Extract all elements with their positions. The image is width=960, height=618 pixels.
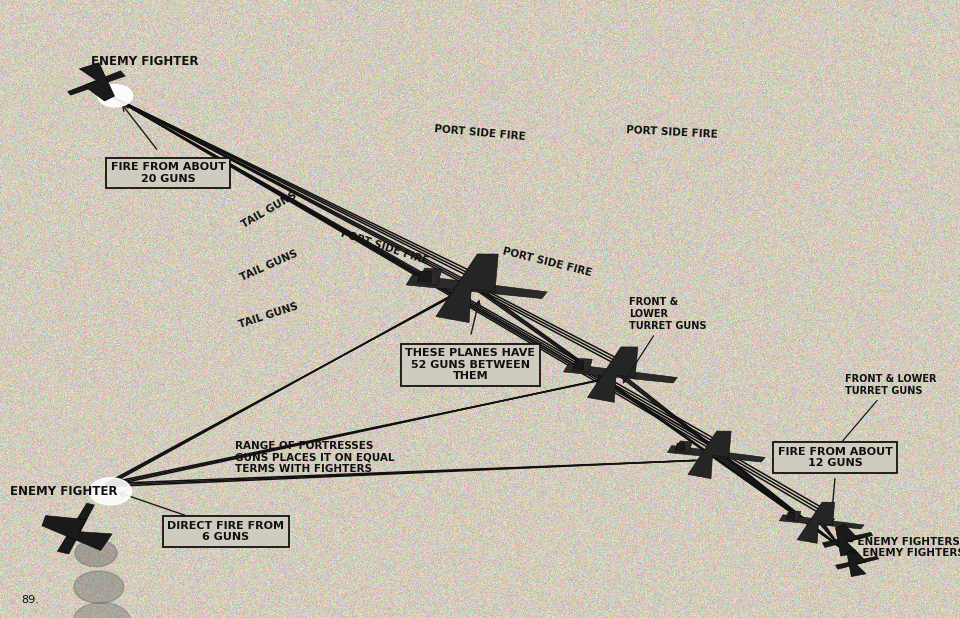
- Polygon shape: [786, 510, 801, 521]
- Text: PORT SIDE FIRE: PORT SIDE FIRE: [626, 125, 718, 140]
- Text: ← ENEMY FIGHTERS: ← ENEMY FIGHTERS: [850, 548, 960, 558]
- Text: FIRE FROM ABOUT
12 GUNS: FIRE FROM ABOUT 12 GUNS: [778, 447, 893, 468]
- Polygon shape: [847, 549, 866, 577]
- Polygon shape: [418, 268, 442, 286]
- Polygon shape: [436, 254, 498, 323]
- Text: DIRECT FIRE FROM
6 GUNS: DIRECT FIRE FROM 6 GUNS: [167, 521, 284, 542]
- Text: THESE PLANES HAVE
52 GUNS BETWEEN
THEM: THESE PLANES HAVE 52 GUNS BETWEEN THEM: [405, 348, 536, 381]
- Polygon shape: [572, 358, 592, 372]
- Text: TAIL GUNS: TAIL GUNS: [238, 301, 300, 329]
- Text: 89.: 89.: [21, 595, 39, 604]
- Polygon shape: [418, 271, 431, 282]
- Polygon shape: [564, 364, 678, 383]
- Polygon shape: [823, 532, 873, 548]
- Polygon shape: [676, 443, 684, 451]
- Text: TAIL GUNS: TAIL GUNS: [239, 190, 299, 230]
- Polygon shape: [80, 63, 114, 101]
- Text: PORT SIDE FIRE: PORT SIDE FIRE: [339, 228, 429, 266]
- Text: TAIL GUNS: TAIL GUNS: [238, 248, 300, 283]
- Polygon shape: [573, 361, 584, 370]
- Text: ENEMY FIGHTER: ENEMY FIGHTER: [10, 485, 117, 498]
- Text: FRONT &
LOWER
TURRET GUNS: FRONT & LOWER TURRET GUNS: [623, 297, 707, 383]
- Polygon shape: [588, 347, 637, 402]
- Text: FIRE FROM ABOUT
20 GUNS: FIRE FROM ABOUT 20 GUNS: [110, 163, 226, 184]
- Circle shape: [73, 603, 131, 618]
- Polygon shape: [688, 431, 732, 478]
- Circle shape: [75, 540, 117, 567]
- Circle shape: [74, 571, 124, 603]
- Polygon shape: [406, 275, 547, 298]
- Polygon shape: [835, 556, 878, 569]
- Text: ← ENEMY FIGHTERS: ← ENEMY FIGHTERS: [845, 537, 960, 547]
- Polygon shape: [675, 441, 692, 453]
- Polygon shape: [67, 71, 125, 95]
- Polygon shape: [780, 515, 864, 529]
- Polygon shape: [42, 515, 112, 551]
- Text: RANGE OF FORTRESSES
GUNS PLACES IT ON EQUAL
TERMS WITH FIGHTERS: RANGE OF FORTRESSES GUNS PLACES IT ON EQ…: [235, 441, 395, 474]
- Text: ENEMY FIGHTER: ENEMY FIGHTER: [91, 55, 199, 69]
- Text: PORT SIDE FIRE: PORT SIDE FIRE: [501, 247, 593, 279]
- Polygon shape: [797, 502, 834, 543]
- Text: FRONT & LOWER
TURRET GUNS: FRONT & LOWER TURRET GUNS: [824, 374, 936, 464]
- Text: PORT SIDE FIRE: PORT SIDE FIRE: [434, 124, 526, 142]
- Circle shape: [89, 478, 132, 505]
- Circle shape: [98, 85, 132, 107]
- Polygon shape: [835, 525, 858, 556]
- Polygon shape: [786, 512, 795, 519]
- Polygon shape: [667, 446, 765, 462]
- Polygon shape: [58, 503, 94, 554]
